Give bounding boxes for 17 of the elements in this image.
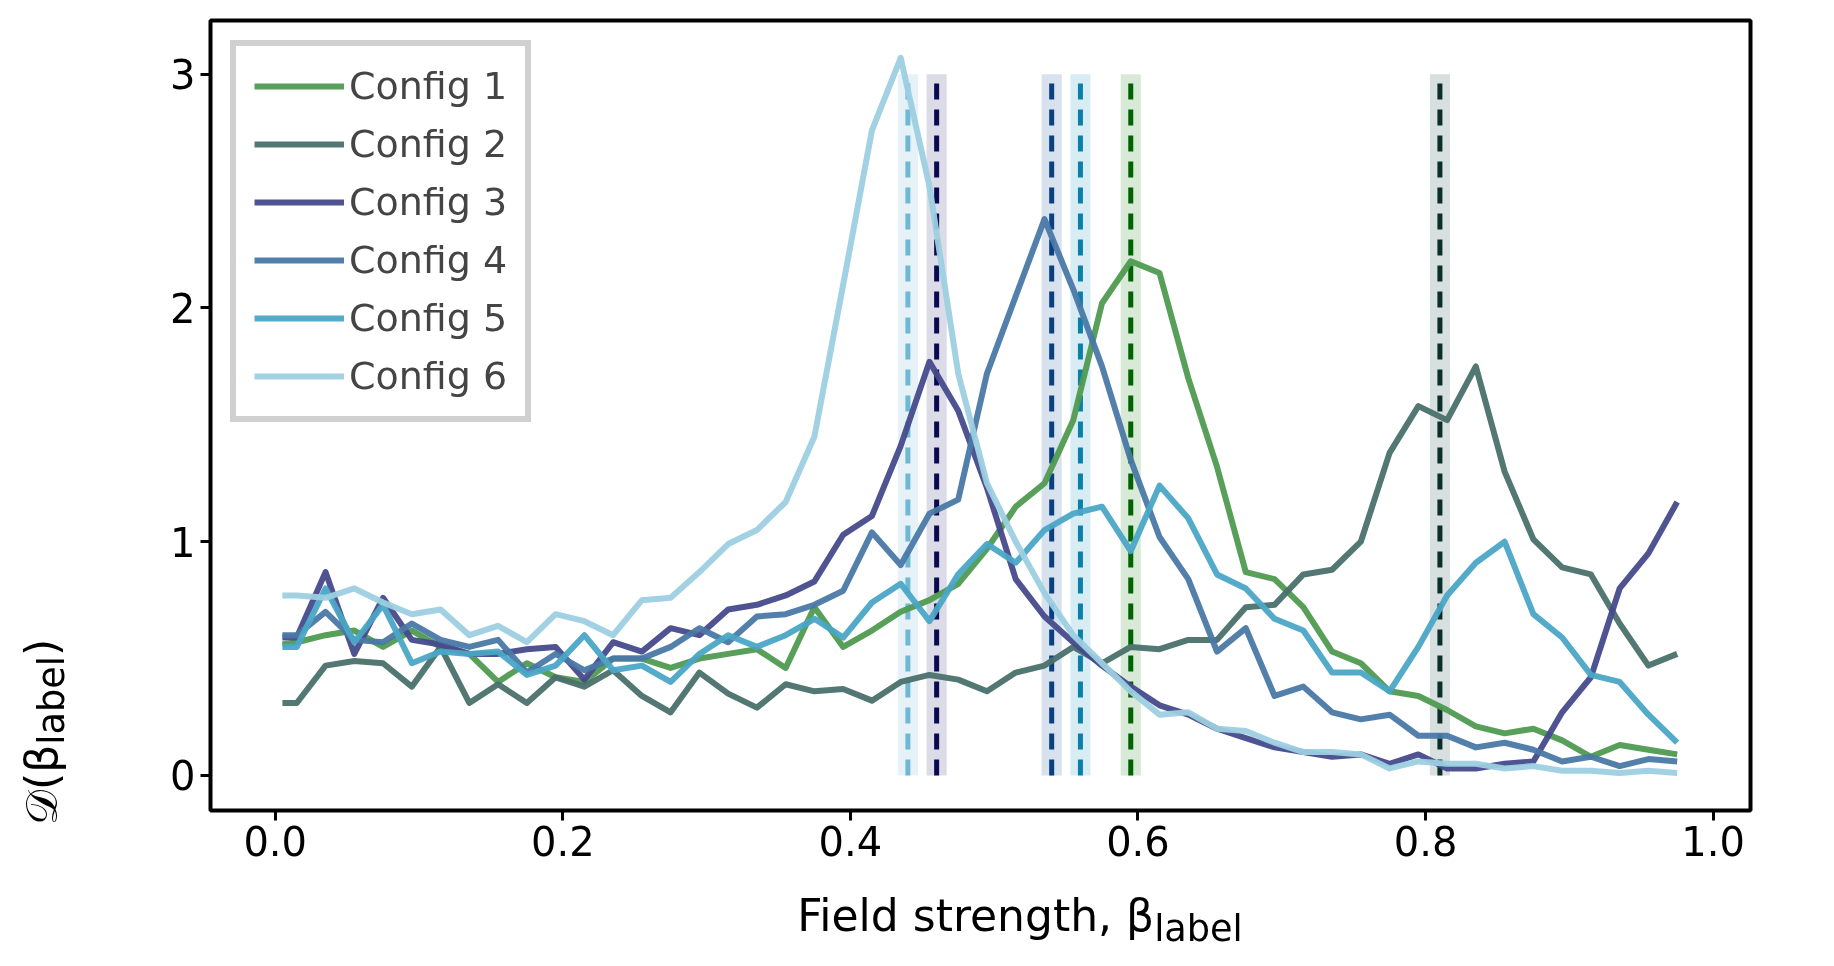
- legend-label: Config 3: [349, 180, 508, 224]
- y-tick-label: 1: [170, 519, 196, 566]
- y-tick-label: 2: [170, 285, 196, 332]
- x-tick-label: 0.4: [818, 818, 883, 865]
- legend-label: Config 1: [349, 64, 508, 108]
- y-tick-label: 3: [170, 52, 196, 99]
- x-tick-label: 0.6: [1106, 818, 1170, 865]
- legend-label: Config 5: [349, 296, 508, 340]
- x-tick-label: 0.8: [1393, 818, 1458, 865]
- x-tick-label: 0.2: [530, 818, 595, 865]
- y-tick-label: 0: [170, 753, 196, 800]
- x-tick-label: 0.0: [243, 818, 308, 865]
- x-axis-title: Field strength, β$_{label}$: [797, 889, 1243, 952]
- x-tick-label: 1.0: [1681, 818, 1745, 865]
- legend-label: Config 4: [349, 238, 508, 282]
- legend-label: Config 6: [349, 354, 508, 398]
- legend-label: Config 2: [349, 122, 508, 166]
